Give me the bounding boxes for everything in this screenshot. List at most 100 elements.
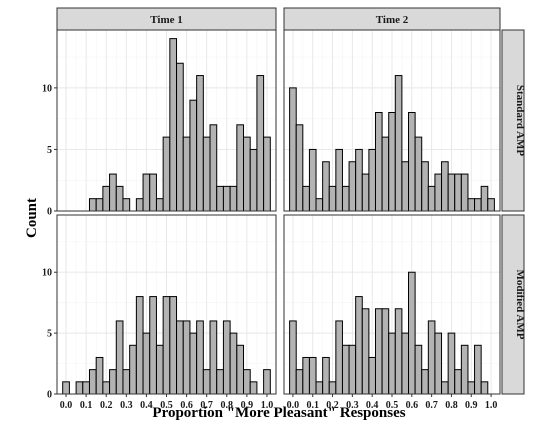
- histogram-bar: [229, 332, 238, 395]
- histogram-bar: [202, 136, 211, 212]
- histogram-bar: [474, 344, 482, 395]
- histogram-bar: [155, 344, 164, 395]
- histogram-bar: [135, 296, 144, 395]
- histogram-bar: [243, 136, 251, 212]
- histogram-bar: [381, 136, 390, 212]
- x-tick-label: 0.2: [326, 400, 339, 411]
- histogram-bar: [480, 381, 489, 395]
- histogram-bar: [441, 161, 449, 212]
- histogram-bar: [348, 344, 357, 395]
- panel-2: 0 5 10 0.0 0.1 0.2 0.3 0.4 0.5 0.6 0.7 0.8 0.9 1.0: [42, 214, 277, 411]
- x-tick-label: 1.0: [261, 400, 274, 411]
- histogram-bar: [295, 124, 304, 212]
- histogram-bar: [289, 87, 297, 212]
- histogram-bar: [263, 369, 271, 395]
- histogram-bar: [109, 173, 117, 212]
- row-strip: [501, 214, 525, 395]
- histogram-bar: [328, 185, 337, 212]
- histogram-bar: [256, 75, 265, 212]
- histogram-bar: [460, 173, 469, 212]
- x-tick-label: 0.3: [346, 400, 359, 411]
- x-tick-label: 0.7: [425, 400, 438, 411]
- histogram-bar: [109, 369, 117, 395]
- y-tick-label: 0: [47, 207, 52, 218]
- histogram-bar: [474, 198, 482, 212]
- y-tick-label: 5: [47, 145, 52, 156]
- histogram-bar: [115, 185, 124, 212]
- histogram-bar: [222, 185, 231, 212]
- histogram-bar: [302, 356, 310, 395]
- histogram-bar: [182, 320, 191, 395]
- histogram-bar: [388, 332, 396, 395]
- histogram-bar: [341, 185, 350, 212]
- x-tick-label: 0.2: [100, 400, 113, 411]
- histogram-bar: [142, 332, 151, 395]
- histogram-bar: [454, 369, 462, 395]
- x-tick-label: 0.1: [80, 400, 93, 411]
- histogram-bar: [335, 320, 343, 395]
- histogram-bar: [222, 320, 231, 395]
- x-tick-label: 0.5: [160, 400, 173, 411]
- histogram-bar: [82, 381, 90, 395]
- x-tick-label: 1.0: [485, 400, 498, 411]
- histogram-bar: [408, 271, 416, 395]
- x-tick-label: 0.1: [306, 400, 319, 411]
- histogram-bar: [129, 344, 137, 395]
- histogram-bar: [460, 344, 469, 395]
- histogram-bar: [75, 381, 84, 395]
- column-strip: [283, 7, 501, 31]
- histogram-bar: [355, 296, 363, 395]
- histogram-bar: [95, 198, 104, 212]
- histogram-bar: [335, 148, 343, 212]
- histogram-bar: [368, 148, 376, 212]
- histogram-bar: [394, 308, 403, 395]
- histogram-bar: [209, 320, 218, 395]
- histogram-bar: [102, 185, 111, 212]
- histogram-bar: [149, 296, 157, 395]
- histogram-bar: [381, 308, 390, 395]
- histogram-bar: [427, 320, 436, 395]
- histogram-bar: [289, 320, 297, 395]
- histogram-bar: [135, 198, 144, 212]
- histogram-bar: [149, 173, 157, 212]
- y-tick-label: 5: [47, 329, 52, 340]
- histogram-bar: [447, 173, 456, 212]
- histogram-bar: [122, 369, 131, 395]
- row-strip: [501, 29, 525, 212]
- histogram-bar: [408, 111, 416, 212]
- histogram-bar: [434, 173, 443, 212]
- histogram-bar: [169, 296, 178, 395]
- histogram-bar: [236, 344, 245, 395]
- x-tick-label: 0.3: [120, 400, 133, 411]
- x-tick-label: 0.9: [465, 400, 478, 411]
- histogram-bar: [341, 344, 350, 395]
- column-strip: [56, 7, 277, 31]
- x-tick-label: 0.0: [287, 400, 300, 411]
- x-axis-title: Proportion "More Pleasant" Responses: [152, 405, 405, 421]
- x-tick-label: 0.9: [241, 400, 254, 411]
- histogram-bar: [348, 161, 357, 212]
- histogram-bar: [322, 161, 330, 212]
- histogram-bar: [401, 161, 410, 212]
- histogram-bar: [202, 369, 211, 395]
- y-tick-label: 10: [42, 83, 52, 94]
- histogram-bar: [427, 185, 436, 212]
- histogram-bar: [236, 124, 245, 212]
- histogram-bar: [467, 198, 476, 212]
- x-tick-label: 0.0: [60, 400, 73, 411]
- x-tick-label: 0.6: [180, 400, 193, 411]
- histogram-bar: [421, 161, 429, 212]
- histogram-bar: [229, 185, 238, 212]
- histogram-bar: [102, 381, 111, 395]
- histogram-bar: [414, 344, 423, 395]
- histogram-bar: [88, 198, 97, 212]
- histogram-bar: [249, 381, 258, 395]
- histogram-bar: [447, 332, 456, 395]
- x-tick-label: 0.4: [366, 400, 379, 411]
- histogram-bar: [361, 308, 370, 395]
- histogram-bar: [295, 369, 304, 395]
- histogram-bar: [328, 381, 337, 395]
- histogram-bar: [315, 198, 324, 212]
- histogram-bar: [361, 173, 370, 212]
- panel-0: 0 5 10: [42, 29, 277, 218]
